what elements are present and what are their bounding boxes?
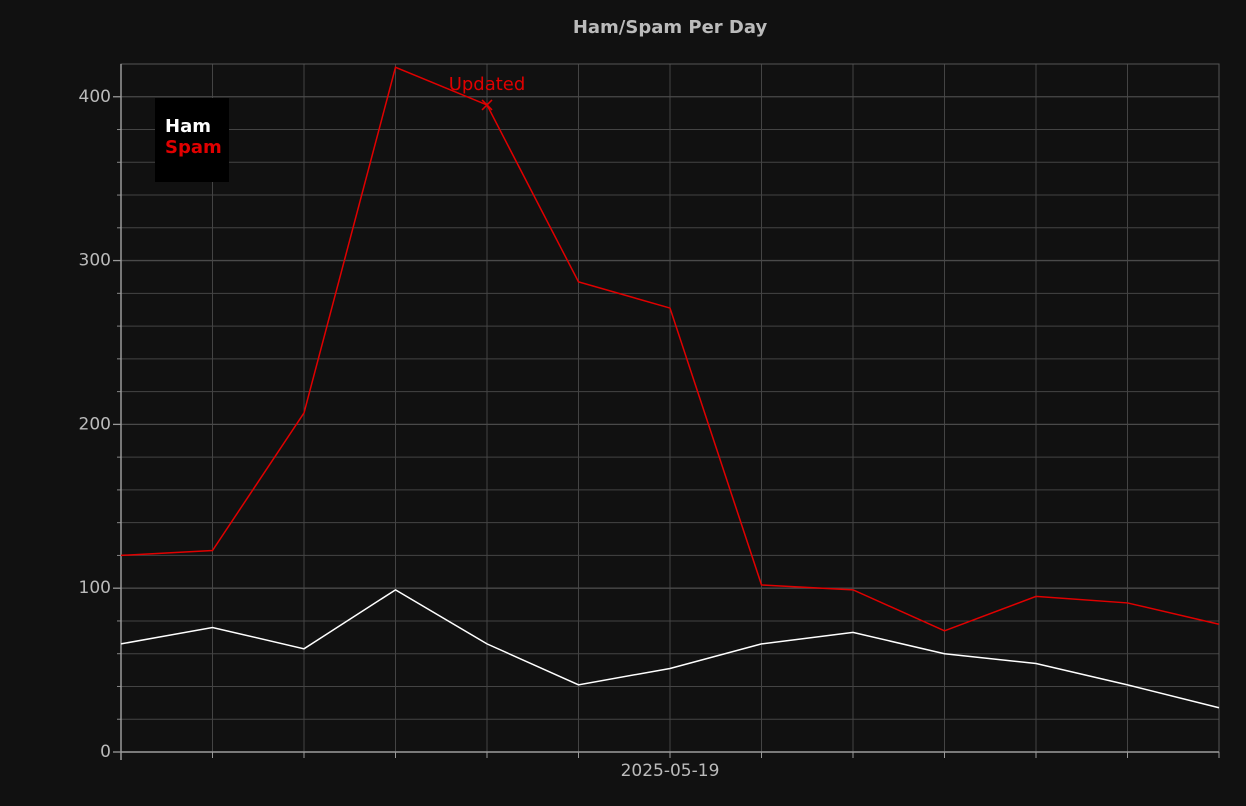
y-tick-label: 100	[79, 578, 111, 598]
legend-entry: Ham	[165, 116, 211, 137]
y-tick-label: 200	[79, 414, 111, 434]
y-tick-label: 400	[79, 87, 111, 107]
x-tick-label: 2025-05-19	[621, 761, 720, 781]
y-tick-label: 300	[79, 251, 111, 271]
line-series	[120, 588, 1220, 709]
chart-title: Ham/Spam Per Day	[573, 17, 768, 38]
legend-entry: Spam	[165, 137, 222, 158]
line-series	[120, 66, 1220, 632]
annotation-label: Updated	[449, 74, 526, 95]
y-tick-label: 0	[100, 742, 111, 762]
legend-box	[155, 98, 229, 182]
annotation-marker	[481, 99, 493, 111]
annotation: Updated	[449, 74, 526, 111]
